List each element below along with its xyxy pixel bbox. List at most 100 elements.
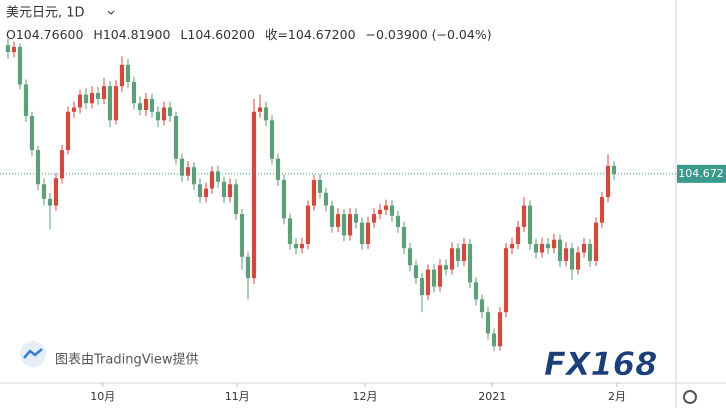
candle-body xyxy=(365,222,371,244)
candle-body xyxy=(503,248,509,313)
candle-body xyxy=(245,256,251,279)
gear[interactable] xyxy=(683,390,697,404)
candle-body xyxy=(233,184,239,215)
candle-body xyxy=(575,252,581,270)
candle-body xyxy=(17,46,23,85)
candle-body xyxy=(491,333,497,347)
change-value: −0.03900 (−0.04%) xyxy=(366,27,492,42)
candle-body xyxy=(275,158,281,180)
candle-body xyxy=(311,179,317,206)
candle-body xyxy=(611,165,617,174)
candle-body xyxy=(281,179,287,219)
candle-body xyxy=(41,184,47,199)
fx168-logo: FX168 xyxy=(544,345,657,383)
candle-body xyxy=(545,243,551,249)
candle-body xyxy=(605,165,611,198)
candle-body xyxy=(113,86,119,121)
candle-body xyxy=(101,86,107,99)
candle-body xyxy=(359,222,365,244)
candle-body xyxy=(125,64,131,82)
candle-body xyxy=(425,269,431,296)
last-price-label: 104.672 xyxy=(678,167,724,180)
candle-body xyxy=(539,243,545,253)
candle-body xyxy=(485,312,491,334)
candle-body xyxy=(371,214,377,223)
candle-body xyxy=(251,111,257,279)
candle-body xyxy=(29,116,35,151)
candle-body xyxy=(263,107,269,121)
candle-body xyxy=(521,205,527,227)
candle-body xyxy=(467,243,473,283)
candle-body xyxy=(89,92,95,104)
candle-body xyxy=(569,248,575,270)
candle-body xyxy=(305,205,311,244)
candle-body xyxy=(317,179,323,193)
candle-body xyxy=(83,94,89,104)
candle-body xyxy=(437,265,443,287)
candle-body xyxy=(35,150,41,185)
candle-body xyxy=(59,150,65,179)
candle-body xyxy=(131,81,137,104)
low-value: L104.60200 xyxy=(180,27,255,42)
last-price-box xyxy=(677,164,726,183)
candle-body xyxy=(257,107,263,112)
candle-body xyxy=(293,243,299,249)
candle-body xyxy=(323,192,329,206)
candle-body xyxy=(65,111,71,151)
candle-body xyxy=(479,299,485,313)
candle-body xyxy=(227,184,233,198)
candle-body xyxy=(461,243,467,262)
candle-body xyxy=(161,107,167,121)
open-value: O104.76600 xyxy=(6,27,83,42)
candle-body xyxy=(215,171,221,182)
candle-body xyxy=(47,198,53,206)
candle-body xyxy=(107,86,113,121)
candle-body xyxy=(551,239,557,249)
high-value: H104.81900 xyxy=(93,27,170,42)
candle-body xyxy=(419,278,425,296)
candle-body xyxy=(581,243,587,253)
settings-icon[interactable] xyxy=(683,390,697,404)
candle-body xyxy=(23,84,29,117)
header: 美元日元, 1D O104.76600 H104.81900 L104.6020… xyxy=(6,6,492,42)
candle-body xyxy=(77,94,83,108)
candle-body xyxy=(95,92,101,99)
candle-body xyxy=(239,214,245,257)
candle-body xyxy=(377,209,383,215)
candle-body xyxy=(341,214,347,236)
candle-body xyxy=(185,167,191,176)
candle-body xyxy=(509,243,515,249)
candle-body xyxy=(443,265,449,270)
candle-body xyxy=(149,98,155,112)
candle-body xyxy=(449,248,455,270)
candle-body xyxy=(497,312,503,347)
watermark-text: 图表由TradingView提供 xyxy=(55,352,199,368)
candle-body xyxy=(11,46,17,53)
chevron[interactable] xyxy=(107,10,115,15)
candle-body xyxy=(587,243,593,262)
candle-body xyxy=(383,205,389,210)
candle-body xyxy=(119,64,125,87)
candle-body xyxy=(179,158,185,176)
candle-body xyxy=(143,98,149,111)
candle-body xyxy=(71,107,77,112)
candle-body xyxy=(395,215,401,227)
candle-body xyxy=(473,282,479,300)
candle-body xyxy=(137,103,143,111)
close-value: 收=104.67200 xyxy=(265,27,356,42)
x-tick-label: 2021 xyxy=(478,390,506,403)
candle-body xyxy=(329,205,335,227)
ohlc-legend: O104.76600 H104.81900 L104.60200 收=104.6… xyxy=(6,27,492,42)
x-tick-label: 10月 xyxy=(90,390,115,403)
plot xyxy=(5,38,617,352)
candle-body xyxy=(389,205,395,216)
candle-body xyxy=(53,178,59,206)
symbol[interactable]: 美元日元, 1D xyxy=(6,6,85,21)
tv-logo-mark xyxy=(23,348,43,359)
candle-body xyxy=(203,188,209,198)
candle-body xyxy=(167,107,173,117)
x-tick-label: 2月 xyxy=(608,390,626,403)
candle-body xyxy=(191,167,197,185)
candle-body xyxy=(593,222,599,262)
